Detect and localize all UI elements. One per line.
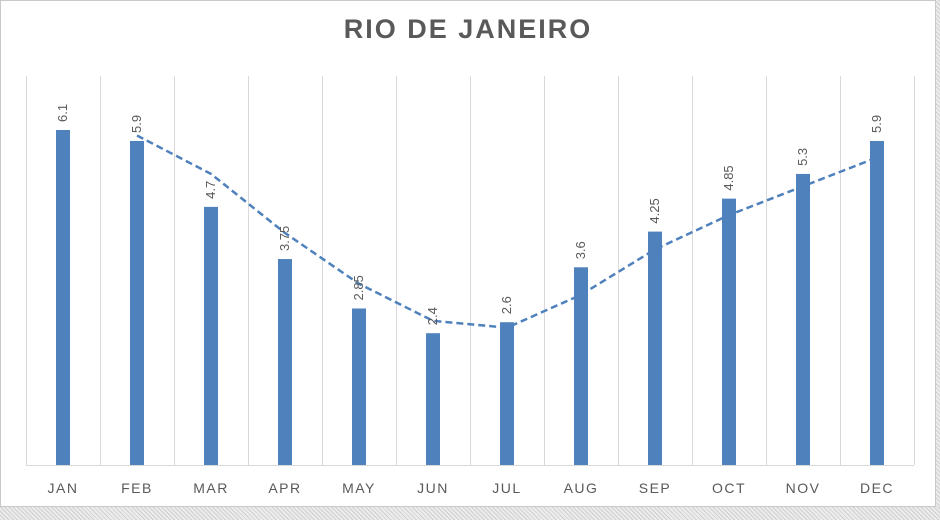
bar-dec [870, 140, 884, 465]
grid-lines [26, 76, 915, 466]
x-tick-label-apr: APR [268, 480, 301, 496]
chart-title: RIO DE JANEIRO [343, 14, 593, 44]
window-edge-right [936, 0, 940, 520]
data-label-oct: 4.85 [721, 165, 736, 190]
data-label-apr: 3.75 [277, 226, 292, 251]
data-label-jul: 2.6 [499, 296, 514, 314]
data-label-feb: 5.9 [129, 115, 144, 133]
data-label-dec: 5.9 [869, 115, 884, 133]
bar-nov [796, 173, 810, 465]
bar-may [352, 308, 366, 465]
data-label-mar: 4.7 [203, 181, 218, 199]
x-tick-label-jul: JUL [492, 480, 521, 496]
trendline [136, 134, 878, 329]
x-tick-label-dec: DEC [860, 480, 894, 496]
x-tick-label-mar: MAR [193, 480, 229, 496]
bar-aug [574, 267, 588, 465]
x-tick-label-aug: AUG [564, 480, 599, 496]
data-label-sep: 4.25 [647, 198, 662, 223]
bar-apr [278, 259, 292, 465]
trendline-layer [136, 134, 878, 329]
x-tick-label-nov: NOV [786, 480, 821, 496]
x-tick-label-may: MAY [342, 480, 376, 496]
data-label-aug: 3.6 [573, 241, 588, 259]
data-label-nov: 5.3 [795, 148, 810, 166]
x-tick-label-oct: OCT [712, 480, 746, 496]
x-axis-ticks: JAN FEB MAR APR MAY JUN JUL AUG SEP OCT NOV DEC [48, 480, 894, 496]
data-labels: 6.1 5.9 4.7 3.75 2.85 2.4 2.6 3.6 4.25 4.85 5.3 5.9 [55, 104, 884, 325]
bar-sep [648, 231, 662, 465]
plot-area: 6.1 5.9 4.7 3.75 2.85 2.4 2.6 3.6 4.25 4.85 5.3 5.9… [26, 76, 915, 496]
x-tick-label-jun: JUN [417, 480, 449, 496]
bar-feb [130, 140, 144, 465]
bar-oct [722, 198, 736, 466]
chart-frame [0, 0, 936, 507]
x-tick-label-feb: FEB [121, 480, 153, 496]
data-label-may: 2.85 [351, 275, 366, 300]
bar-mar [204, 206, 218, 465]
x-tick-label-jan: JAN [48, 480, 79, 496]
bar-jul [500, 322, 514, 465]
bars [56, 130, 884, 466]
bar-jun [426, 333, 440, 465]
data-label-jun: 2.4 [425, 307, 440, 325]
x-tick-label-sep: SEP [639, 480, 672, 496]
window-edge-bottom [0, 507, 940, 520]
bar-jan [56, 130, 70, 465]
data-label-jan: 6.1 [55, 104, 70, 122]
